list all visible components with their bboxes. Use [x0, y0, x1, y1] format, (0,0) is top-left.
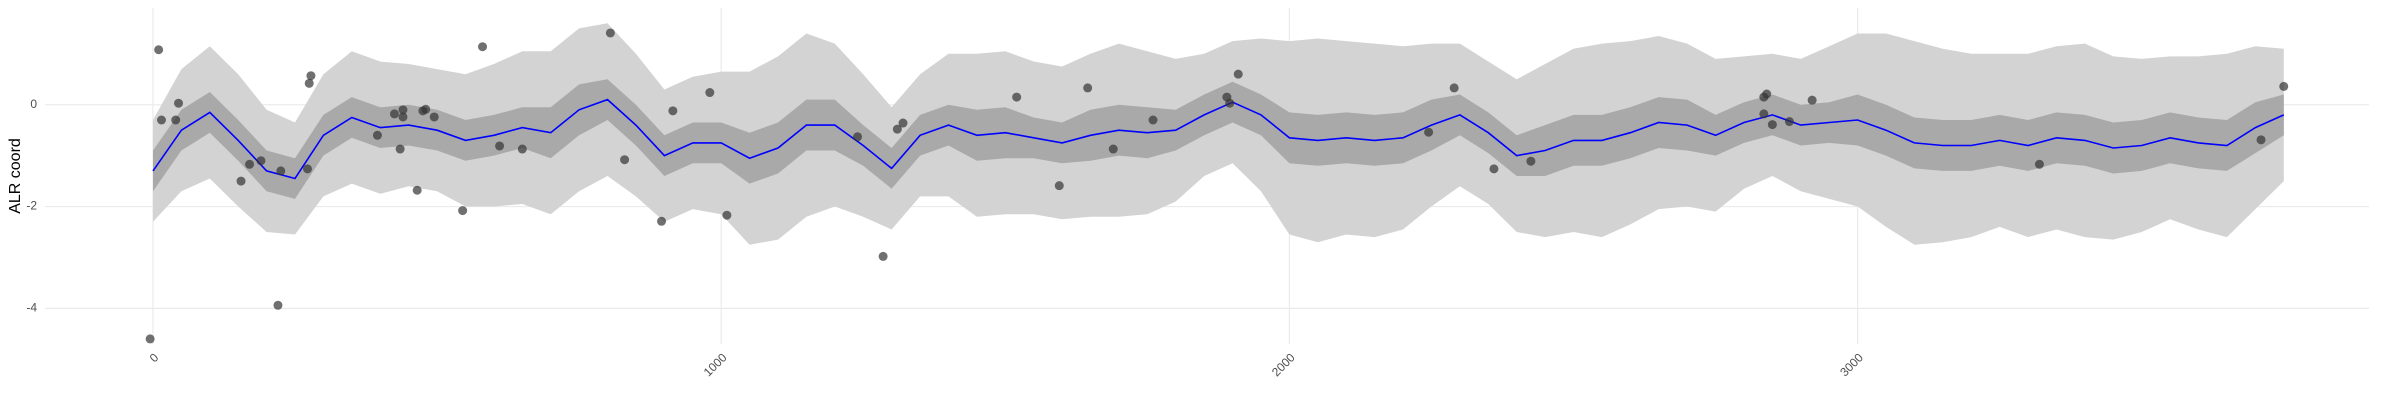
- data-point: [395, 144, 405, 154]
- x-tick-label: 0: [147, 350, 162, 365]
- data-point: [245, 159, 255, 169]
- data-point: [878, 251, 888, 261]
- outer-band: [153, 23, 2284, 245]
- data-point: [154, 45, 164, 55]
- data-point: [1083, 83, 1093, 93]
- data-point: [389, 109, 399, 119]
- data-point: [156, 115, 166, 125]
- data-point: [303, 164, 313, 174]
- data-point: [174, 98, 184, 108]
- data-point: [1759, 109, 1769, 119]
- data-point: [1767, 120, 1777, 130]
- data-point: [722, 210, 732, 220]
- data-point: [1108, 144, 1118, 154]
- data-point: [304, 78, 314, 88]
- data-point: [256, 156, 266, 166]
- data-point: [1526, 156, 1536, 166]
- data-point: [429, 112, 439, 122]
- data-point: [398, 105, 408, 115]
- data-point: [1054, 181, 1064, 191]
- data-point: [517, 144, 527, 154]
- data-point: [478, 42, 488, 52]
- data-point: [145, 334, 155, 344]
- data-point: [236, 176, 246, 186]
- data-point: [495, 141, 505, 151]
- inner-band: [153, 79, 2284, 199]
- y-tick-label: 0: [30, 97, 37, 111]
- data-point: [1233, 69, 1243, 79]
- x-tick-label: 2000: [1269, 350, 1298, 379]
- data-point: [705, 88, 715, 98]
- data-point: [898, 118, 908, 128]
- y-tick-label: -2: [26, 199, 37, 213]
- data-point: [605, 28, 615, 38]
- data-point: [668, 106, 678, 116]
- data-point: [657, 216, 667, 226]
- data-point: [1807, 95, 1817, 105]
- x-tick-label: 3000: [1837, 350, 1866, 379]
- data-point: [1449, 83, 1459, 93]
- data-point: [1784, 117, 1794, 127]
- data-point: [1489, 164, 1499, 174]
- data-point: [306, 71, 316, 81]
- data-point: [458, 206, 468, 216]
- data-point: [620, 155, 630, 165]
- data-point: [1012, 92, 1022, 102]
- data-point: [853, 132, 863, 142]
- x-tick-label: 1000: [701, 350, 730, 379]
- data-point: [171, 115, 181, 125]
- data-point: [1762, 89, 1772, 99]
- data-point: [276, 166, 286, 176]
- mean-line: [152, 98, 2285, 180]
- y-axis-label: ALR coord: [7, 138, 24, 214]
- y-tick-label: -4: [26, 301, 37, 315]
- data-point: [273, 300, 283, 310]
- data-point: [892, 124, 902, 134]
- data-point: [1148, 115, 1158, 125]
- data-point: [2279, 81, 2289, 91]
- data-point: [2034, 159, 2044, 169]
- data-point: [1225, 98, 1235, 108]
- data-point: [2256, 135, 2266, 145]
- data-point: [412, 185, 422, 195]
- data-point: [372, 130, 382, 140]
- data-point: [1424, 127, 1434, 137]
- data-point: [398, 112, 408, 122]
- data-point: [421, 104, 431, 114]
